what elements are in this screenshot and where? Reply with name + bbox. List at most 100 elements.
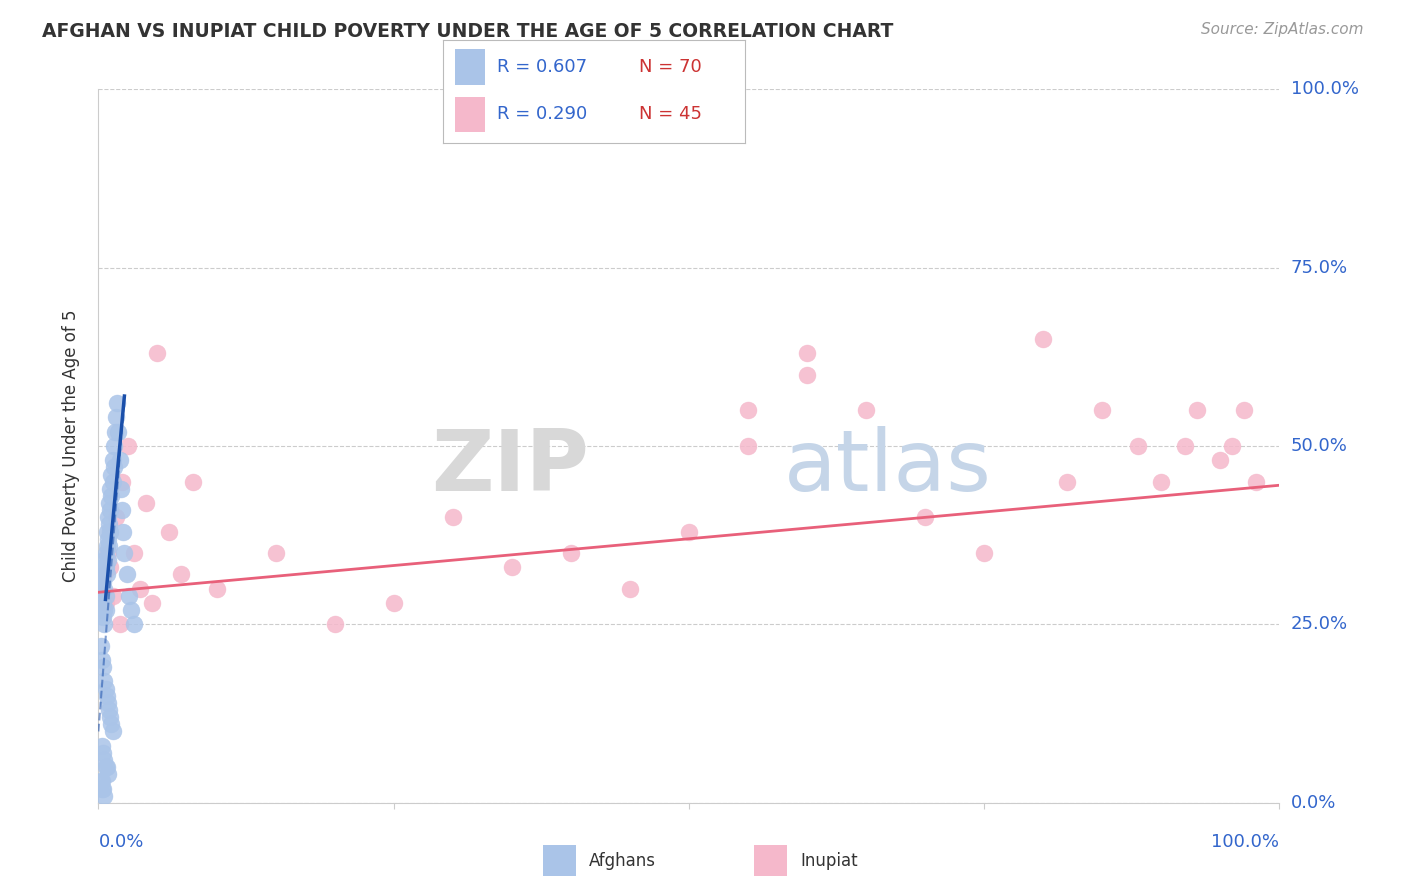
- Point: [97, 767, 120, 781]
- Point: [98, 539, 121, 553]
- Point: [94, 560, 117, 574]
- Point: [105, 410, 128, 425]
- Point: [1185, 403, 1208, 417]
- Point: [94, 596, 117, 610]
- Text: ZIP: ZIP: [430, 425, 589, 509]
- Point: [100, 467, 122, 482]
- Point: [146, 346, 169, 360]
- Text: R = 0.607: R = 0.607: [498, 58, 588, 76]
- Point: [678, 524, 700, 539]
- Point: [737, 403, 759, 417]
- Point: [90, 774, 112, 789]
- Point: [91, 603, 114, 617]
- Point: [181, 475, 204, 489]
- Point: [93, 582, 115, 596]
- Point: [104, 425, 127, 439]
- Text: N = 70: N = 70: [640, 58, 702, 76]
- Point: [1091, 403, 1114, 417]
- Point: [796, 346, 818, 360]
- Text: 0.0%: 0.0%: [98, 833, 143, 851]
- Point: [96, 524, 118, 539]
- Point: [97, 553, 120, 567]
- Point: [1150, 475, 1173, 489]
- Point: [1126, 439, 1149, 453]
- Point: [93, 553, 115, 567]
- Point: [93, 753, 115, 767]
- Point: [122, 617, 145, 632]
- Point: [91, 774, 114, 789]
- Text: 75.0%: 75.0%: [1291, 259, 1348, 277]
- Point: [737, 439, 759, 453]
- Point: [91, 781, 114, 796]
- Point: [94, 546, 117, 560]
- Point: [103, 439, 125, 453]
- Point: [560, 546, 582, 560]
- Point: [101, 475, 124, 489]
- Point: [94, 589, 117, 603]
- Point: [93, 674, 115, 689]
- Point: [91, 610, 114, 624]
- Point: [115, 567, 138, 582]
- Point: [135, 496, 157, 510]
- Point: [112, 524, 135, 539]
- Point: [118, 589, 141, 603]
- Text: N = 45: N = 45: [640, 105, 703, 123]
- Text: 25.0%: 25.0%: [1291, 615, 1348, 633]
- Point: [117, 439, 139, 453]
- Point: [264, 546, 287, 560]
- Point: [1174, 439, 1197, 453]
- Point: [97, 696, 120, 710]
- FancyBboxPatch shape: [543, 846, 576, 876]
- Point: [108, 617, 131, 632]
- Point: [1220, 439, 1243, 453]
- Point: [111, 475, 134, 489]
- Point: [98, 560, 121, 574]
- Point: [97, 510, 120, 524]
- Point: [91, 574, 114, 589]
- Point: [141, 596, 163, 610]
- Point: [121, 603, 143, 617]
- Point: [205, 582, 228, 596]
- Point: [96, 760, 118, 774]
- Point: [157, 524, 180, 539]
- Point: [107, 425, 129, 439]
- Point: [100, 489, 122, 503]
- Point: [914, 510, 936, 524]
- Point: [98, 703, 121, 717]
- Point: [96, 539, 118, 553]
- Text: 100.0%: 100.0%: [1291, 80, 1358, 98]
- Point: [93, 603, 115, 617]
- Text: atlas: atlas: [783, 425, 991, 509]
- Point: [97, 532, 120, 546]
- Point: [91, 781, 114, 796]
- Point: [91, 596, 114, 610]
- Point: [97, 546, 120, 560]
- Text: 50.0%: 50.0%: [1291, 437, 1347, 455]
- Point: [1032, 332, 1054, 346]
- Point: [93, 789, 115, 803]
- Point: [93, 617, 115, 632]
- Point: [619, 582, 641, 596]
- Point: [98, 503, 121, 517]
- Point: [100, 717, 122, 731]
- Point: [91, 653, 114, 667]
- Point: [101, 724, 124, 739]
- Point: [1209, 453, 1232, 467]
- Point: [98, 482, 121, 496]
- Point: [973, 546, 995, 560]
- Point: [101, 589, 124, 603]
- Point: [382, 596, 405, 610]
- Point: [105, 396, 128, 410]
- Point: [101, 453, 124, 467]
- Text: 0.0%: 0.0%: [1291, 794, 1336, 812]
- Point: [91, 567, 114, 582]
- Text: R = 0.290: R = 0.290: [498, 105, 588, 123]
- Point: [110, 482, 132, 496]
- Point: [105, 510, 128, 524]
- Point: [170, 567, 193, 582]
- Point: [501, 560, 523, 574]
- Point: [90, 596, 112, 610]
- Point: [98, 517, 121, 532]
- Text: Afghans: Afghans: [589, 852, 657, 870]
- Point: [1056, 475, 1078, 489]
